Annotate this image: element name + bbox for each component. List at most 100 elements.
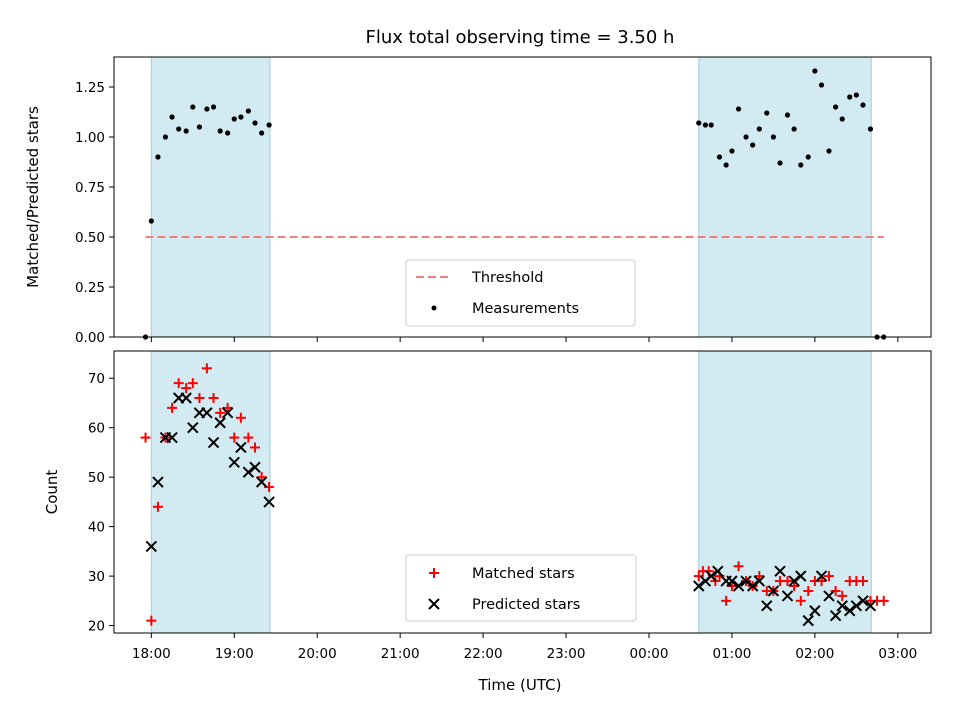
predicted-star-point: [857, 595, 869, 607]
matched-star-point: [816, 576, 827, 587]
predicted-star-point: [864, 600, 877, 612]
predicted-star-point: [166, 431, 178, 444]
measurement-point: [708, 122, 714, 128]
measurement-point: [791, 126, 797, 132]
matched-star-point: [187, 378, 198, 389]
predicted-star-point: [774, 565, 786, 577]
measurement-point: [176, 126, 182, 132]
measurement-point: [225, 130, 231, 136]
measurement-point: [204, 106, 210, 112]
predicted-star-point: [152, 476, 164, 488]
matched-star-point: [878, 595, 889, 606]
measurement-point: [169, 114, 175, 120]
y-tick-label: 1.00: [75, 130, 105, 146]
counts-legend-box: [405, 554, 637, 622]
y-tick-label: 50: [88, 470, 105, 486]
measurement-point: [839, 116, 845, 122]
predicted-star-point: [836, 600, 848, 612]
predicted-star-point: [705, 570, 717, 582]
x-tick-label: 02:00: [795, 646, 834, 662]
predicted-star-point: [235, 441, 247, 454]
matched-star-point: [208, 393, 219, 403]
predicted-star-point: [214, 417, 226, 429]
legend-measurements-marker: [431, 305, 437, 311]
measurement-point: [259, 130, 265, 136]
predicted-star-point: [693, 580, 705, 592]
matched-star-point: [229, 432, 240, 443]
measurement-point: [183, 128, 189, 134]
y-tick-label: 0.00: [75, 330, 105, 346]
matched-star-point: [733, 561, 744, 572]
predicted-star-point: [712, 565, 724, 577]
predicted-star-point: [802, 614, 814, 627]
x-axis-label: Time (UTC): [478, 676, 562, 694]
y-tick-label: 20: [88, 619, 105, 635]
measurement-point: [723, 162, 729, 168]
measurement-point: [867, 126, 874, 132]
predicted-star-point: [180, 392, 192, 404]
matched-star-point: [795, 595, 806, 606]
legend-matched-marker: [429, 568, 439, 578]
counts-axes-frame: [113, 350, 932, 634]
measurement-point: [162, 134, 169, 140]
counts-panel: 20 30 40 50 60 70 18:00 19:00 20:00 21:00 22:00 23…: [43, 350, 932, 694]
matched-star-point: [803, 585, 814, 596]
measurement-point: [860, 102, 866, 108]
x-tick-label: 01:00: [712, 646, 751, 662]
measurement-point: [847, 94, 853, 100]
predicted-star-point: [788, 575, 800, 587]
matched-star-point: [152, 501, 163, 512]
y-tick-label: 0.25: [75, 280, 105, 296]
predicted-star-point: [795, 570, 807, 582]
y-tick-label: 40: [88, 520, 105, 536]
predicted-star-point: [753, 575, 766, 587]
legend-threshold-label: Threshold: [471, 270, 543, 286]
matched-star-point: [823, 571, 834, 582]
measurement-point: [210, 104, 217, 110]
measurement-point: [764, 110, 770, 116]
predicted-star-point: [201, 407, 213, 419]
predicted-star-point: [263, 496, 275, 508]
predicted-star-point: [249, 461, 261, 473]
predicted-star-point: [740, 575, 752, 587]
matched-star-point: [181, 383, 192, 394]
ratio-legend: Threshold Measurements: [405, 259, 636, 327]
measurement-point: [245, 108, 251, 114]
measurement-point: [702, 122, 708, 128]
matched-star-point: [726, 581, 737, 591]
x-tick-label: 03:00: [878, 646, 917, 662]
measurement-point: [217, 128, 223, 134]
measurement-point: [777, 160, 783, 166]
x-tick-label: 18:00: [132, 646, 171, 662]
matched-star-point: [222, 402, 233, 413]
x-tick-label: 23:00: [547, 646, 586, 662]
matched-star-point: [215, 407, 226, 418]
counts-y-axis-label: Count: [43, 470, 61, 515]
matched-star-point: [243, 432, 254, 443]
legend-predicted-marker: [428, 598, 440, 610]
matched-star-point: [173, 378, 184, 389]
legend-plus-glyph: [429, 568, 439, 578]
y-tick-label: 0.75: [75, 180, 105, 196]
predicted-star-point: [781, 590, 794, 602]
predicted-star-point: [255, 476, 268, 488]
matched-star-point: [837, 590, 848, 601]
measurement-point: [190, 104, 196, 110]
measurement-point: [716, 154, 723, 160]
measurement-point: [826, 148, 832, 154]
predicted-star-point: [761, 600, 773, 612]
matched-star-point: [754, 571, 765, 582]
predicted-star-point: [242, 466, 255, 478]
measurement-point: [805, 154, 811, 160]
x-tick-label: 00:00: [630, 646, 669, 662]
predicted-star-point: [823, 590, 835, 602]
measurement-point: [148, 218, 154, 224]
y-tick-label: 30: [88, 569, 105, 585]
legend-matched-label: Matched stars: [472, 566, 575, 582]
matched-star-point: [140, 432, 151, 443]
measurement-point: [784, 112, 791, 118]
measurement-point: [750, 142, 756, 148]
measurement-point: [770, 134, 777, 140]
counts-legend: Matched stars Predicted stars: [405, 554, 637, 622]
